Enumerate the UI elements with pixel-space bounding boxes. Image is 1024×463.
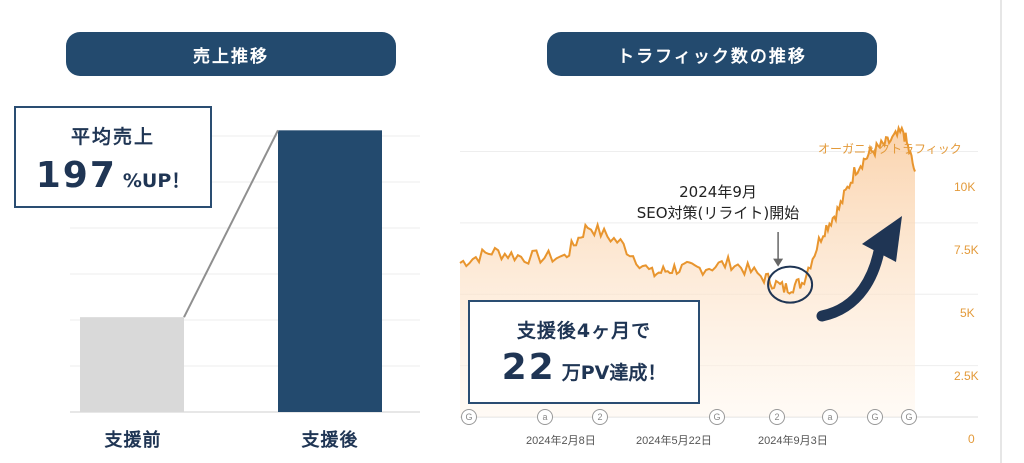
x-tick-feb: 2024年2月8日	[526, 435, 596, 447]
seo-start-annotation: 2024年9月 SEO対策(リライト)開始	[598, 182, 838, 224]
traffic-series-line	[459, 124, 916, 295]
x-tick-may: 2024年5月22日	[636, 435, 712, 447]
google-update-icon: G	[901, 409, 917, 425]
bar-label-before: 支援前	[104, 430, 162, 451]
sales-increase-callout: 平均売上 197 %UP！	[14, 106, 212, 208]
sales-trend-header: 売上推移	[66, 32, 396, 76]
seo-start-circle	[767, 265, 814, 304]
annotation-2-icon: 2	[592, 409, 608, 425]
sales-bar	[80, 317, 184, 412]
y-tick-10k: 10K	[954, 180, 976, 194]
annotation-date: 2024年9月	[679, 183, 757, 201]
callout-pv-suffix: 万PV達成！	[561, 362, 667, 384]
sales-bar	[278, 130, 382, 412]
traffic-trend-title: トラフィック数の推移	[617, 46, 807, 67]
y-tick-5k: 5K	[960, 306, 975, 320]
google-update-icon: G	[867, 409, 883, 425]
traffic-trend-header: トラフィック数の推移	[547, 32, 877, 76]
annotation-a-icon: a	[537, 409, 553, 425]
y-tick-7-5k: 7.5K	[954, 243, 979, 257]
sales-trend-title: 売上推移	[193, 46, 269, 67]
google-update-icon: G	[709, 409, 725, 425]
sales-bar-chart	[70, 129, 420, 413]
x-tick-sep: 2024年9月3日	[758, 435, 828, 447]
growth-arrow-head	[862, 216, 902, 262]
callout-avg-sales-label: 平均売上	[70, 126, 155, 148]
annotation-a-icon: a	[822, 409, 838, 425]
annotation-2-icon: 2	[769, 409, 785, 425]
right-divider	[1000, 0, 1002, 463]
y-tick-0: 0	[968, 432, 975, 446]
callout-pv-value: 22	[501, 347, 556, 388]
bar-label-after: 支援後	[301, 430, 359, 451]
annotation-description: SEO対策(リライト)開始	[636, 204, 800, 222]
pv-achievement-callout: 支援後4ヶ月で 22 万PV達成！	[468, 300, 700, 404]
growth-arrow-shaft	[816, 240, 886, 322]
growth-connector-line	[183, 129, 279, 318]
callout-period-label: 支援後4ヶ月で	[516, 320, 652, 342]
legend-organic-traffic: オーガニックトラフィック	[818, 142, 962, 156]
y-tick-2-5k: 2.5K	[954, 369, 979, 383]
callout-percent-suffix: %UP！	[122, 170, 191, 192]
annotation-pointer-head	[773, 258, 784, 267]
google-update-icon: G	[461, 409, 477, 425]
callout-percent-value: 197	[35, 155, 117, 196]
